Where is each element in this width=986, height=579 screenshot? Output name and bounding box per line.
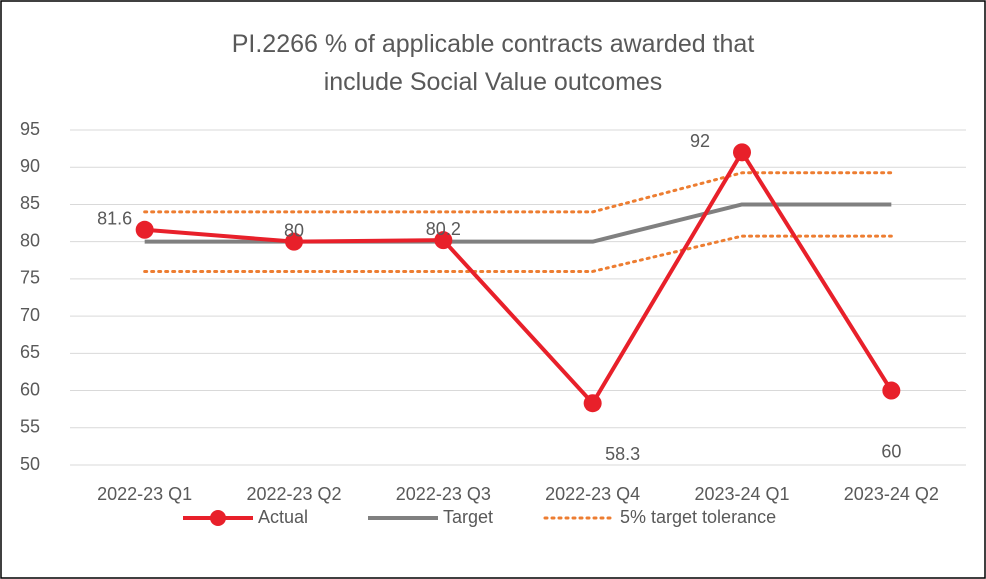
y-tick-label: 90 <box>20 156 40 176</box>
data-label: 80.2 <box>426 219 461 239</box>
data-point <box>882 381 901 400</box>
data-label: 58.3 <box>605 444 640 464</box>
x-tick-label: 2022-23 Q4 <box>545 484 640 504</box>
y-tick-label: 95 <box>20 119 40 139</box>
x-tick-label: 2022-23 Q3 <box>396 484 491 504</box>
x-tick-label: 2022-23 Q2 <box>246 484 341 504</box>
y-tick-label: 80 <box>20 230 40 250</box>
y-tick-label: 55 <box>20 417 40 437</box>
data-point <box>285 232 303 251</box>
x-tick-label: 2023-24 Q1 <box>694 484 789 504</box>
data-label: 81.6 <box>97 209 132 229</box>
y-tick-label: 70 <box>20 305 40 325</box>
chart-title: PI.2266 % of applicable contracts awarde… <box>231 30 755 96</box>
y-tick-label: 85 <box>20 193 40 213</box>
y-tick-label: 65 <box>20 342 40 362</box>
series-line-lower <box>143 234 893 273</box>
data-label: 92 <box>690 131 710 151</box>
legend-label: 5% target tolerance <box>620 507 776 527</box>
data-point <box>135 220 154 239</box>
x-tick-label: 2023-24 Q2 <box>844 484 939 504</box>
data-point <box>583 394 602 413</box>
series-line <box>143 171 893 214</box>
series-line <box>144 150 894 406</box>
y-tick-label: 50 <box>20 454 40 474</box>
data-label: 60 <box>881 441 901 461</box>
data-point <box>733 143 751 162</box>
legend-marker <box>210 510 226 526</box>
legend-label: Target <box>443 507 493 527</box>
y-tick-label: 75 <box>20 268 40 288</box>
data-label: 80 <box>284 220 304 240</box>
x-tick-label: 2022-23 Q1 <box>97 484 192 504</box>
data-point <box>434 231 453 250</box>
legend-label: Actual <box>258 507 308 527</box>
y-tick-label: 60 <box>20 379 40 399</box>
